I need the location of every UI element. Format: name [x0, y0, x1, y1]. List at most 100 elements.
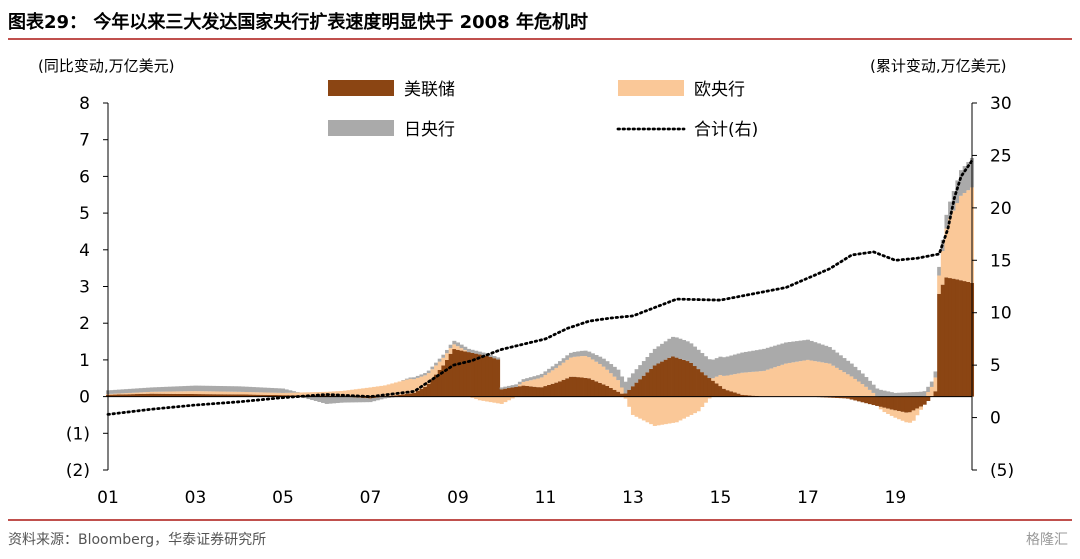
bar-segment-1 — [171, 391, 176, 394]
bar-segment-2 — [335, 396, 340, 404]
bar-segment-1 — [299, 392, 304, 396]
bar-segment-2 — [572, 351, 577, 357]
bar-segment-1 — [882, 407, 887, 413]
bar-segment-1 — [700, 396, 705, 407]
bar-segment-0 — [886, 396, 891, 409]
bar-segment-2 — [933, 371, 938, 378]
bar-segment-2 — [517, 381, 522, 385]
bar-segment-0 — [900, 396, 905, 412]
bar-segment-0 — [178, 393, 183, 397]
bar-segment-1 — [867, 389, 872, 397]
bar-segment-0 — [514, 386, 519, 397]
bar-segment-0 — [437, 369, 442, 397]
bar-segment-2 — [689, 343, 694, 363]
bar-segment-1 — [860, 384, 865, 397]
bar-segment-1 — [598, 364, 603, 383]
bar-segment-0 — [262, 394, 267, 397]
bar-segment-2 — [149, 387, 154, 392]
bar-segment-2 — [900, 392, 905, 397]
bar-segment-2 — [536, 375, 541, 379]
bar-segment-0 — [944, 277, 949, 397]
bar-segment-0 — [146, 393, 151, 397]
bar-segment-2 — [867, 380, 872, 390]
bar-segment-1 — [459, 348, 464, 351]
bar-segment-1 — [962, 193, 967, 282]
bar-segment-1 — [233, 391, 238, 395]
bar-segment-2 — [138, 388, 143, 393]
bar-segment-0 — [703, 375, 708, 397]
right-tick-label: 15 — [990, 251, 1012, 271]
bar-segment-1 — [390, 383, 395, 396]
bar-segment-1 — [776, 366, 781, 397]
bar-segment-2 — [306, 396, 311, 400]
bar-segment-1 — [386, 384, 391, 397]
x-tick-label: 05 — [272, 488, 294, 508]
bar-segment-0 — [506, 388, 512, 397]
bar-segment-1 — [703, 396, 708, 403]
bar-segment-2 — [215, 385, 220, 392]
bar-segment-2 — [674, 337, 679, 358]
bar-segment-2 — [743, 351, 748, 373]
bar-segment-1 — [794, 361, 800, 397]
bar-segment-2 — [609, 364, 614, 374]
bar-segment-2 — [510, 385, 515, 388]
bar-segment-1 — [499, 396, 504, 404]
bar-segment-0 — [124, 394, 129, 397]
bar-segment-1 — [157, 391, 162, 394]
bar-segment-0 — [142, 393, 147, 397]
bar-segment-0 — [882, 396, 887, 408]
bar-segment-2 — [273, 388, 278, 393]
bar-segment-1 — [579, 356, 584, 378]
bar-segment-0 — [871, 396, 876, 406]
bar-segment-1 — [765, 369, 770, 397]
bar-segment-1 — [813, 361, 818, 397]
bar-segment-0 — [875, 396, 880, 406]
bar-segment-0 — [849, 396, 854, 400]
bar-segment-1 — [733, 374, 738, 393]
right-tick-label: 25 — [990, 146, 1012, 166]
bar-segment-2 — [372, 397, 377, 402]
bar-segment-2 — [259, 387, 264, 393]
bar-segment-2 — [652, 348, 657, 366]
bar-segment-2 — [109, 390, 114, 394]
bar-segment-0 — [455, 349, 460, 397]
bar-segment-1 — [802, 360, 807, 397]
bar-segment-2 — [496, 357, 501, 360]
bar-segment-1 — [689, 396, 694, 415]
bar-segment-2 — [620, 376, 625, 388]
bar-segment-1 — [908, 412, 913, 423]
bar-segment-2 — [634, 369, 639, 383]
bar-segment-2 — [922, 391, 927, 397]
bar-segment-1 — [448, 348, 453, 354]
bar-segment-2 — [463, 346, 468, 351]
bar-segment-1 — [124, 393, 129, 395]
bar-segment-2 — [681, 340, 687, 360]
bar-segment-0 — [474, 353, 479, 397]
bar-segment-2 — [769, 346, 774, 369]
bar-segment-2 — [459, 344, 464, 349]
watermark-logo: 格隆汇 — [1026, 532, 1068, 548]
bar-segment-2 — [255, 387, 260, 393]
bar-segment-0 — [889, 396, 894, 410]
bar-segment-2 — [820, 344, 825, 363]
bar-segment-1 — [645, 396, 650, 423]
bar-segment-0 — [204, 394, 209, 397]
bar-segment-1 — [167, 391, 172, 394]
bar-segment-1 — [816, 361, 821, 397]
bar-segment-1 — [714, 376, 719, 384]
bar-segment-0 — [248, 394, 253, 397]
bar-segment-1 — [259, 392, 264, 395]
bar-segment-1 — [692, 396, 697, 414]
bar-segment-2 — [875, 388, 880, 396]
bar-segment-1 — [718, 375, 723, 387]
bar-segment-2 — [550, 366, 555, 371]
bar-segment-2 — [175, 386, 180, 392]
bar-segment-2 — [729, 355, 734, 375]
bar-segment-2 — [685, 341, 690, 362]
bar-segment-0 — [368, 396, 373, 399]
bar-segment-0 — [113, 394, 118, 397]
source-note: 资料来源：Bloomberg，华泰证券研究所 — [8, 532, 267, 548]
bar-segment-0 — [528, 386, 533, 397]
left-tick-label: 4 — [79, 241, 90, 261]
